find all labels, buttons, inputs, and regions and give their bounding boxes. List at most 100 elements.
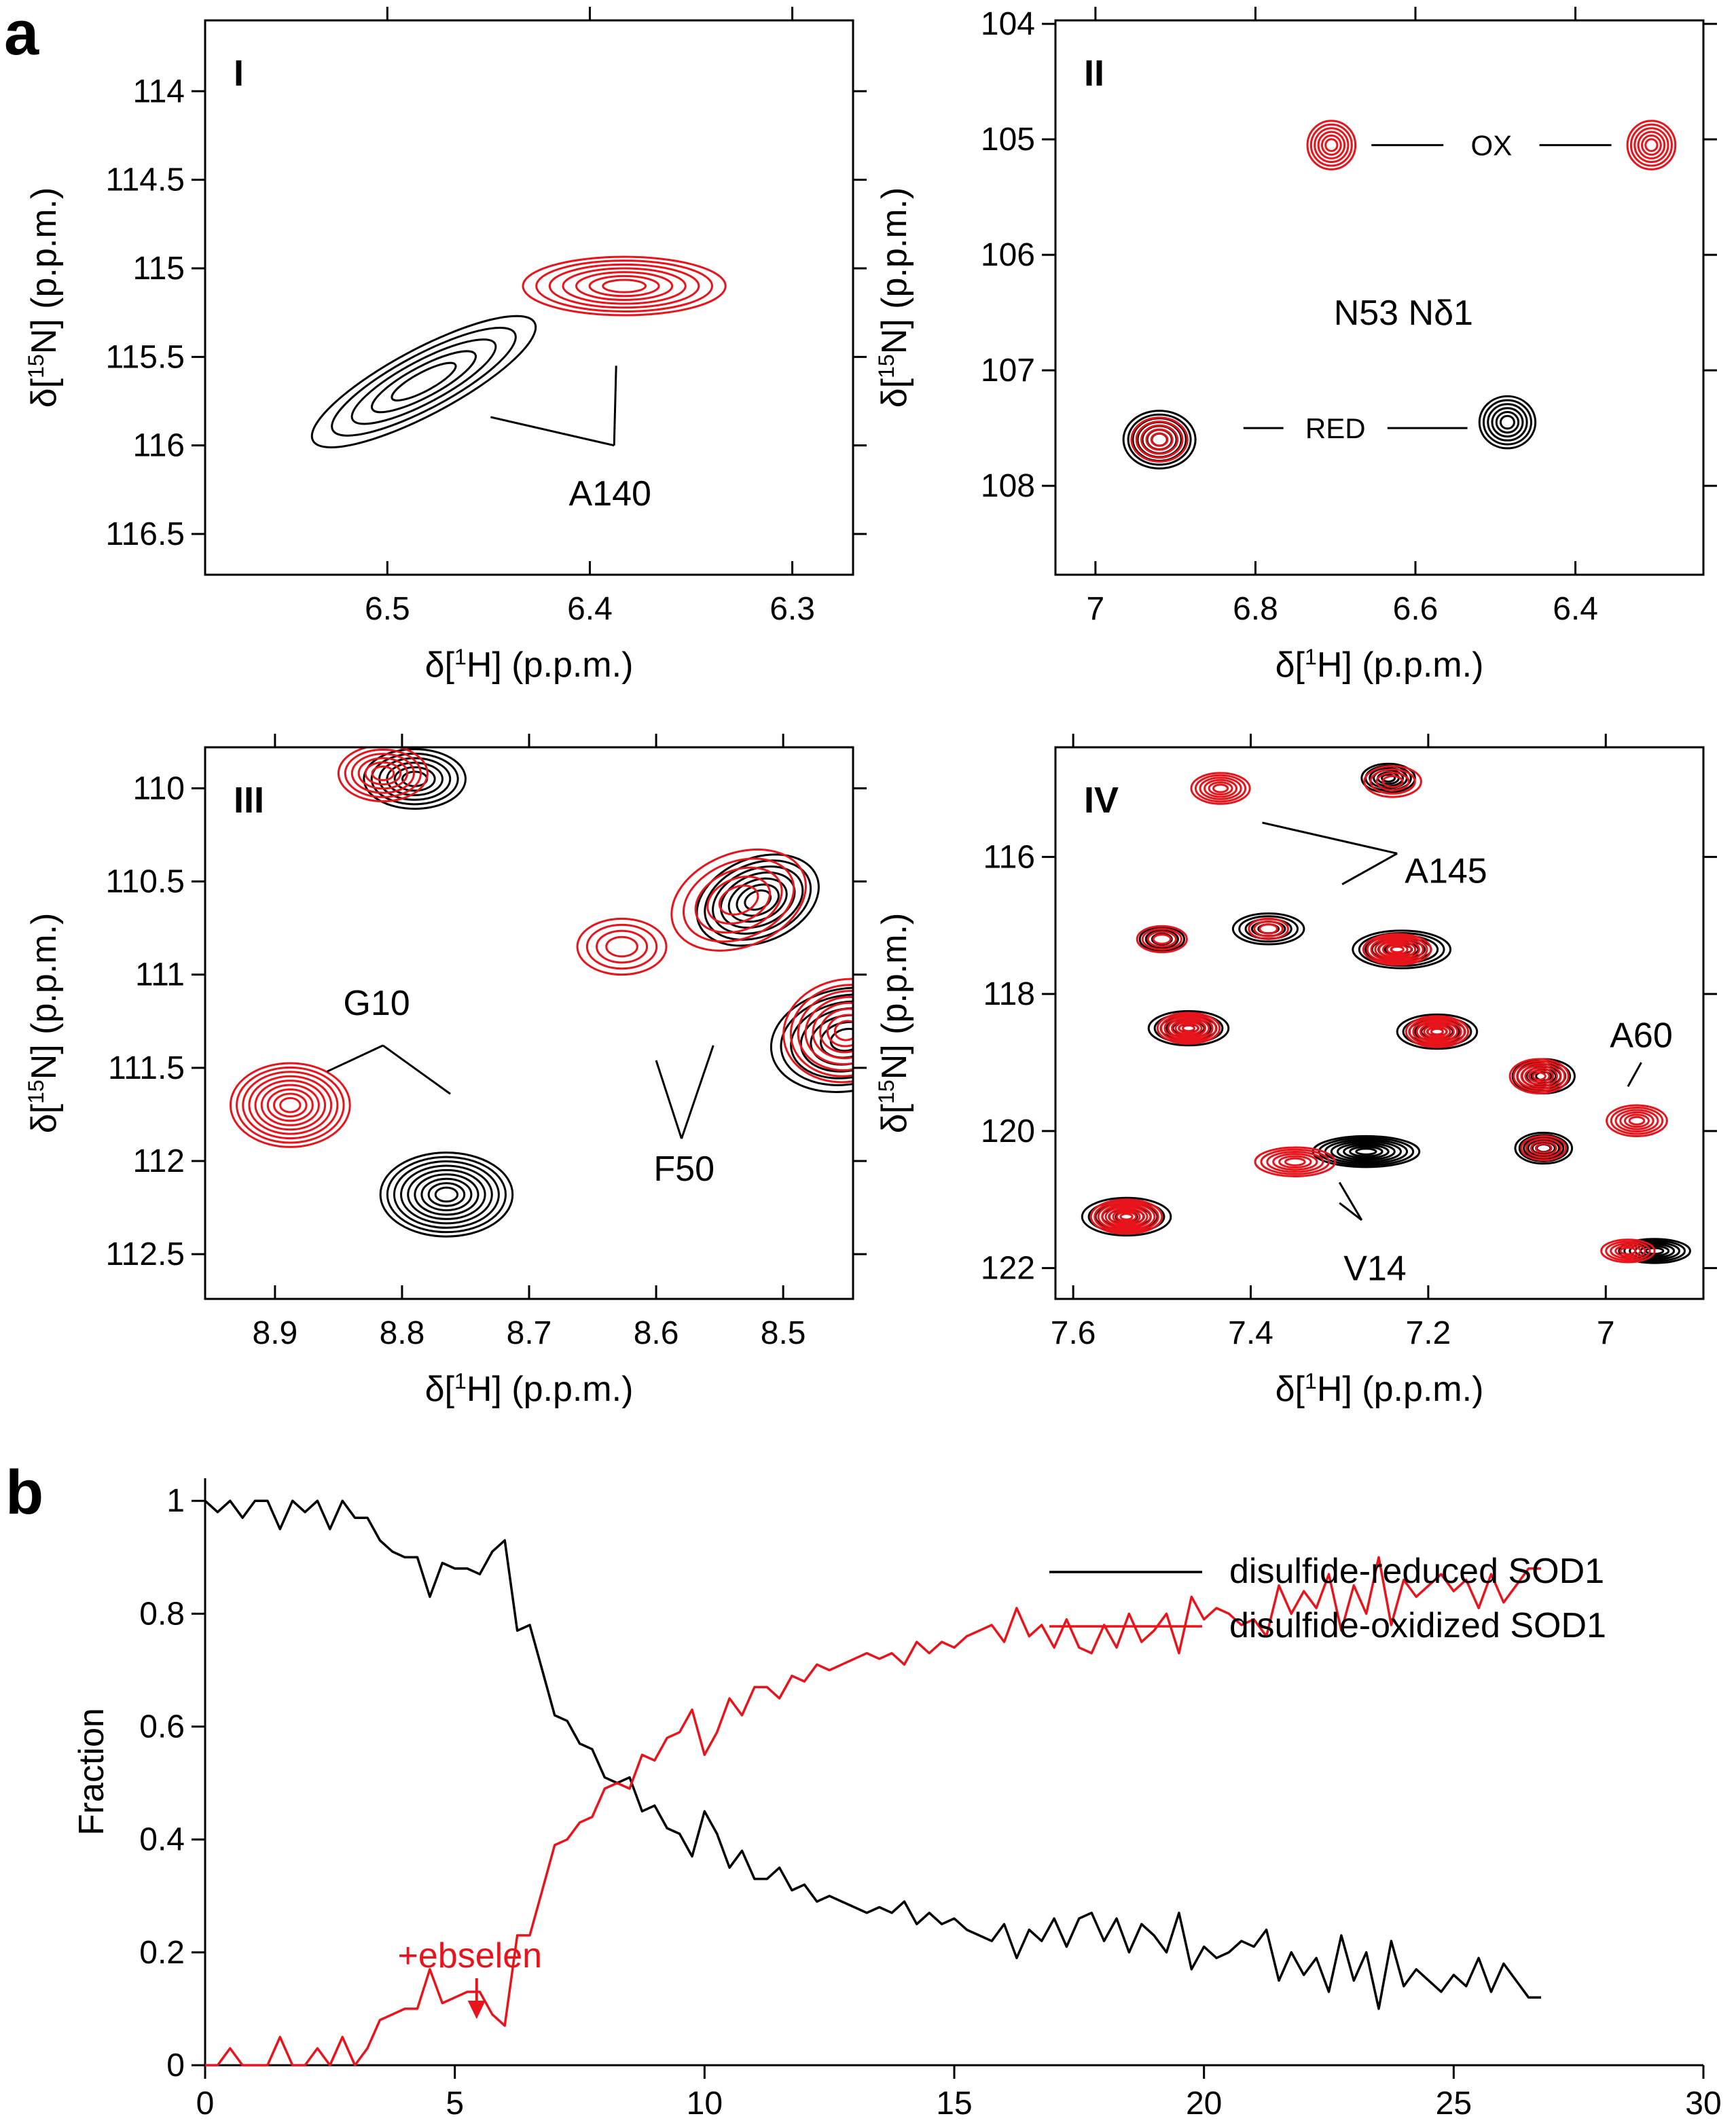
- contour-ring: [789, 984, 853, 1077]
- y-axis-label: Fraction: [72, 1708, 111, 1836]
- contour-ring: [1415, 1020, 1459, 1043]
- y-label-post: N] (p.p.m.): [24, 188, 64, 355]
- contour-ring: [1374, 938, 1420, 961]
- contour-ring: [1108, 1207, 1145, 1226]
- contour-ring: [1520, 1065, 1558, 1088]
- y-label-sup: 15: [24, 354, 48, 378]
- panel-I: 6.5 6.4 6.3114114.5115115.5116116.5IA140δ[…: [24, 7, 867, 685]
- contour-ring: [1167, 1017, 1210, 1039]
- contour-ring: [1381, 773, 1396, 783]
- contour-ring: [379, 1151, 514, 1238]
- y-label-pre: δ[: [24, 378, 64, 408]
- contour-ring: [826, 1014, 853, 1048]
- contour-ring: [1513, 1060, 1566, 1092]
- legend-label-0: disulfide-reduced SOD1: [1229, 1552, 1604, 1591]
- x-axis-label: δ[1H] (p.p.m.): [1276, 645, 1484, 685]
- contour-ring: [337, 747, 429, 802]
- contour-ring: [1430, 1027, 1444, 1036]
- peak-red-2: [1478, 395, 1537, 450]
- contour-ring: [1370, 936, 1424, 963]
- contour-ring: [1518, 1134, 1569, 1162]
- contour-ring: [1412, 1018, 1462, 1045]
- y-tick-label: 115.5: [105, 339, 185, 375]
- x-tick-label: 6.5: [365, 591, 410, 627]
- y-tick-label: 122: [981, 1251, 1035, 1287]
- contour-ring: [575, 271, 674, 301]
- x-label-sup: 1: [454, 645, 467, 669]
- panel-III: 8.9 8.8 8.7 8.6 8.5 110 110.5 111 111.5 112 112.5 I…: [24, 734, 867, 1409]
- contour-ring: [1324, 138, 1339, 152]
- contour-ring: [1629, 123, 1673, 167]
- contour-ring: [344, 749, 422, 798]
- x-tick-label: 20: [1186, 2086, 1222, 2122]
- contour-ring: [1130, 416, 1189, 463]
- peak-top-ox: [337, 747, 429, 802]
- contour-ring: [242, 1071, 339, 1140]
- contour-ring: [414, 1173, 480, 1216]
- peak-label-2: V14: [1343, 1249, 1407, 1289]
- contour-ring: [1426, 1026, 1448, 1038]
- x-tick-label: 15: [936, 2086, 972, 2122]
- contour-ring: [236, 1066, 345, 1144]
- y-label-sup: 15: [24, 1079, 48, 1104]
- contour-ring: [1619, 1247, 1637, 1255]
- contour-ring: [1381, 775, 1404, 788]
- contour-ring: [1136, 925, 1188, 954]
- panel-label: I: [234, 53, 244, 94]
- contour-ring: [1147, 1010, 1230, 1047]
- y-axis-label: δ[15N] (p.p.m.): [24, 913, 64, 1134]
- annotation-line: [613, 365, 617, 446]
- peak-G10-red: [379, 1151, 514, 1238]
- contour-ring: [1163, 1015, 1214, 1041]
- x-tick-label: 10: [687, 2086, 723, 2122]
- contour-ring: [363, 748, 467, 810]
- contour-ring: [782, 978, 853, 1084]
- contour-ring: [1272, 1153, 1318, 1171]
- contour-ring: [829, 1028, 853, 1052]
- x-tick-label: 8.9: [253, 1315, 298, 1351]
- contour-ring: [371, 765, 395, 781]
- x-label-post: H] (p.p.m.): [467, 645, 634, 685]
- contour-ring: [1330, 1140, 1402, 1163]
- contour-ring: [248, 1075, 333, 1135]
- x-tick-label: 6.4: [1553, 591, 1598, 627]
- peak-r117a-red: [1138, 926, 1186, 952]
- contour-ring: [427, 1182, 466, 1207]
- contour-ring: [1516, 1062, 1562, 1090]
- contour-ring: [1140, 424, 1179, 455]
- y-label-post: N] (p.p.m.): [875, 913, 914, 1080]
- x-tick-label: 8.5: [761, 1315, 806, 1351]
- contour-ring: [797, 990, 853, 1071]
- contour-ring: [1266, 1150, 1324, 1173]
- contour-ring: [1352, 929, 1452, 969]
- y-tick-label: 0.6: [139, 1709, 185, 1745]
- y-label-pre: δ[: [875, 1103, 914, 1133]
- panel-label: III: [234, 780, 264, 821]
- contour-ring: [683, 857, 795, 943]
- y-axis-label: δ[15N] (p.p.m.): [874, 913, 914, 1134]
- contour-ring: [1523, 1136, 1565, 1160]
- contour-ring: [1208, 781, 1233, 796]
- contour-ring: [1623, 1113, 1650, 1128]
- x-tick-label: 8.8: [380, 1315, 425, 1351]
- contour-ring: [1284, 1157, 1306, 1166]
- contour-ring: [1248, 917, 1289, 940]
- contour-ring: [1482, 399, 1532, 446]
- x-tick-label: 8.6: [634, 1315, 679, 1351]
- contour-ring: [266, 1088, 314, 1122]
- peak-A145-ox: [1190, 772, 1251, 805]
- contour-ring: [1336, 1142, 1396, 1161]
- peak-label-2: RED: [1305, 412, 1366, 444]
- contour-ring: [1089, 1198, 1163, 1235]
- contour-ring: [670, 849, 807, 952]
- contour-ring: [400, 1164, 493, 1225]
- y-tick-label: 120: [981, 1113, 1035, 1149]
- contour-ring: [260, 1084, 320, 1126]
- contour-ring: [1423, 1024, 1451, 1039]
- contour-ring: [279, 1096, 302, 1113]
- peak-red-1-ox: [1130, 416, 1189, 463]
- contour-ring: [1146, 931, 1178, 948]
- plot-frame: [204, 746, 854, 1300]
- plot-frame: [1054, 19, 1705, 576]
- y-tick-label: 111.5: [108, 1050, 185, 1086]
